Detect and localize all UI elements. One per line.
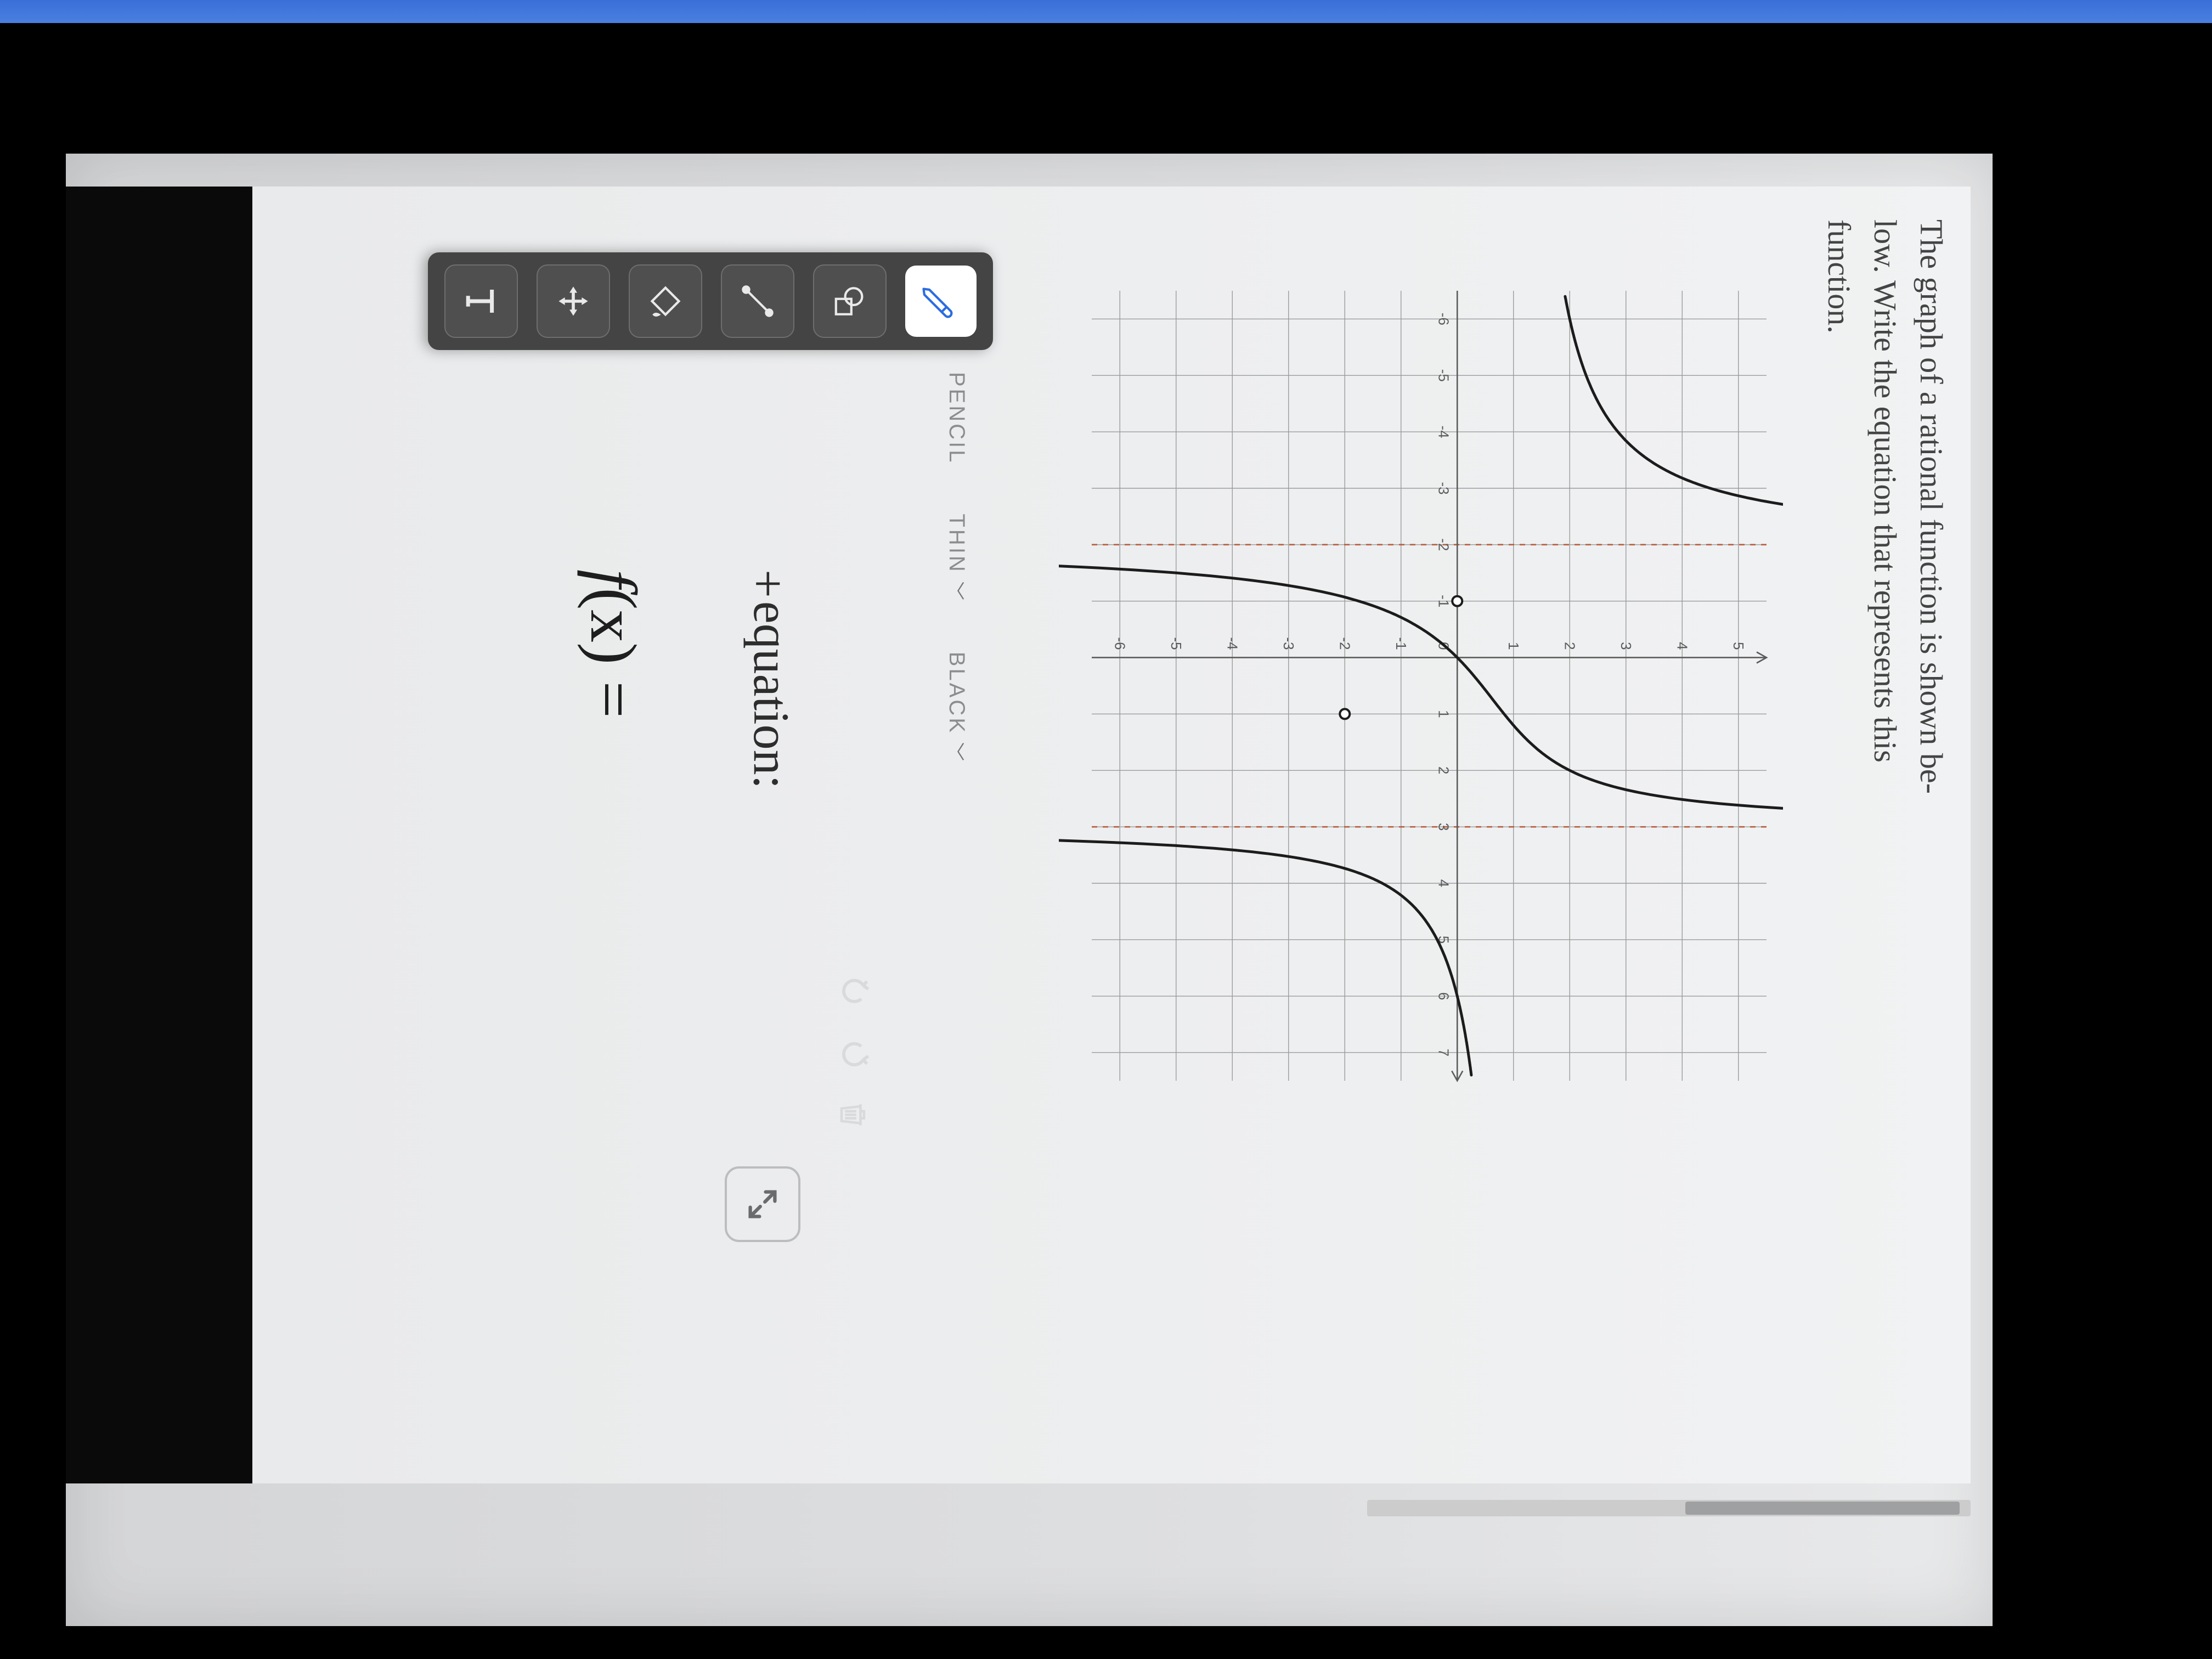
svg-text:-6: -6 [1111, 637, 1128, 650]
trash-icon [837, 1097, 872, 1132]
chevron-down-icon: ﹀ [943, 742, 970, 763]
svg-text:-2: -2 [1336, 637, 1353, 650]
fill-tool-button[interactable] [629, 264, 702, 338]
bottom-bezel [66, 187, 252, 1483]
svg-text:3: 3 [1617, 642, 1634, 650]
document-viewport: The graph of a rational function is show… [66, 154, 1993, 1626]
move-icon [554, 282, 592, 320]
chevron-down-icon: ﹀ [943, 582, 970, 602]
equation-label-text: equation: [743, 601, 799, 789]
line-tool-button[interactable] [721, 264, 794, 338]
shapes-icon [831, 282, 869, 320]
svg-text:7: 7 [1435, 1048, 1452, 1056]
answer-input[interactable]: f(x) = [575, 569, 651, 1483]
redo-icon [837, 1036, 872, 1071]
text-tool-button[interactable] [444, 264, 518, 338]
add-equation-button[interactable]: + [740, 569, 796, 598]
history-controls [828, 974, 872, 1132]
fx-f: f [577, 569, 650, 588]
prompt-line: low. Write the equation that represents … [1867, 219, 1903, 763]
svg-text:4: 4 [1674, 642, 1690, 650]
fx-x: (x) [577, 588, 650, 664]
svg-text:5: 5 [1730, 642, 1746, 650]
svg-text:-1: -1 [1435, 595, 1452, 607]
line-icon [738, 282, 777, 320]
tool-option-color[interactable]: BLACK ﹀ [943, 652, 970, 763]
equation-label: + equation: [739, 569, 800, 1483]
tool-options-bar: PENCIL THIN ﹀ BLACK ﹀ [943, 372, 993, 1483]
fx-eq: = [577, 664, 650, 718]
svg-text:2: 2 [1435, 766, 1452, 774]
delete-button[interactable] [828, 1097, 872, 1132]
tool-option-tool[interactable]: PENCIL [944, 372, 969, 465]
prompt-line: function. [1821, 219, 1857, 334]
pen-tool-button[interactable] [905, 266, 977, 337]
svg-text:6: 6 [1435, 992, 1452, 1000]
svg-text:-5: -5 [1435, 369, 1452, 382]
tool-option-width-label: THIN [944, 514, 969, 574]
svg-text:-5: -5 [1167, 637, 1184, 650]
svg-text:4: 4 [1435, 879, 1452, 887]
svg-text:-1: -1 [1392, 637, 1409, 650]
svg-text:-3: -3 [1435, 482, 1452, 494]
text-icon [462, 282, 500, 320]
tool-option-width[interactable]: THIN ﹀ [943, 514, 970, 602]
vertical-scrollbar[interactable] [1367, 1500, 1971, 1516]
scrollbar-thumb[interactable] [1685, 1502, 1960, 1515]
move-tool-button[interactable] [537, 264, 610, 338]
shapes-tool-button[interactable] [813, 264, 887, 338]
question-prompt: The graph of a rational function is show… [1816, 187, 1971, 1350]
svg-text:-6: -6 [1435, 313, 1452, 325]
tool-option-tool-label: PENCIL [944, 372, 969, 465]
svg-text:1: 1 [1435, 710, 1452, 718]
svg-text:3: 3 [1435, 823, 1452, 831]
undo-icon [837, 974, 872, 1009]
svg-text:1: 1 [1505, 642, 1521, 650]
prompt-line: The graph of a rational function is show… [1914, 219, 1949, 794]
svg-text:-3: -3 [1280, 637, 1296, 650]
expand-canvas-button[interactable] [725, 1166, 800, 1242]
drawing-toolbar [428, 252, 993, 350]
undo-button[interactable] [828, 974, 872, 1009]
os-taskbar-sliver [0, 0, 2212, 77]
paint-bucket-icon [646, 282, 685, 320]
tool-option-color-label: BLACK [944, 652, 969, 735]
pen-icon [922, 282, 960, 320]
svg-text:-2: -2 [1435, 538, 1452, 551]
svg-text:-4: -4 [1224, 637, 1240, 650]
svg-text:-4: -4 [1435, 426, 1452, 438]
expand-icon [743, 1185, 782, 1223]
rational-function-graph: -6-5-4-3-2-11234567-6-5-4-3-2-1123450 [1059, 252, 1783, 1097]
redo-button[interactable] [828, 1036, 872, 1071]
svg-text:2: 2 [1561, 642, 1578, 650]
